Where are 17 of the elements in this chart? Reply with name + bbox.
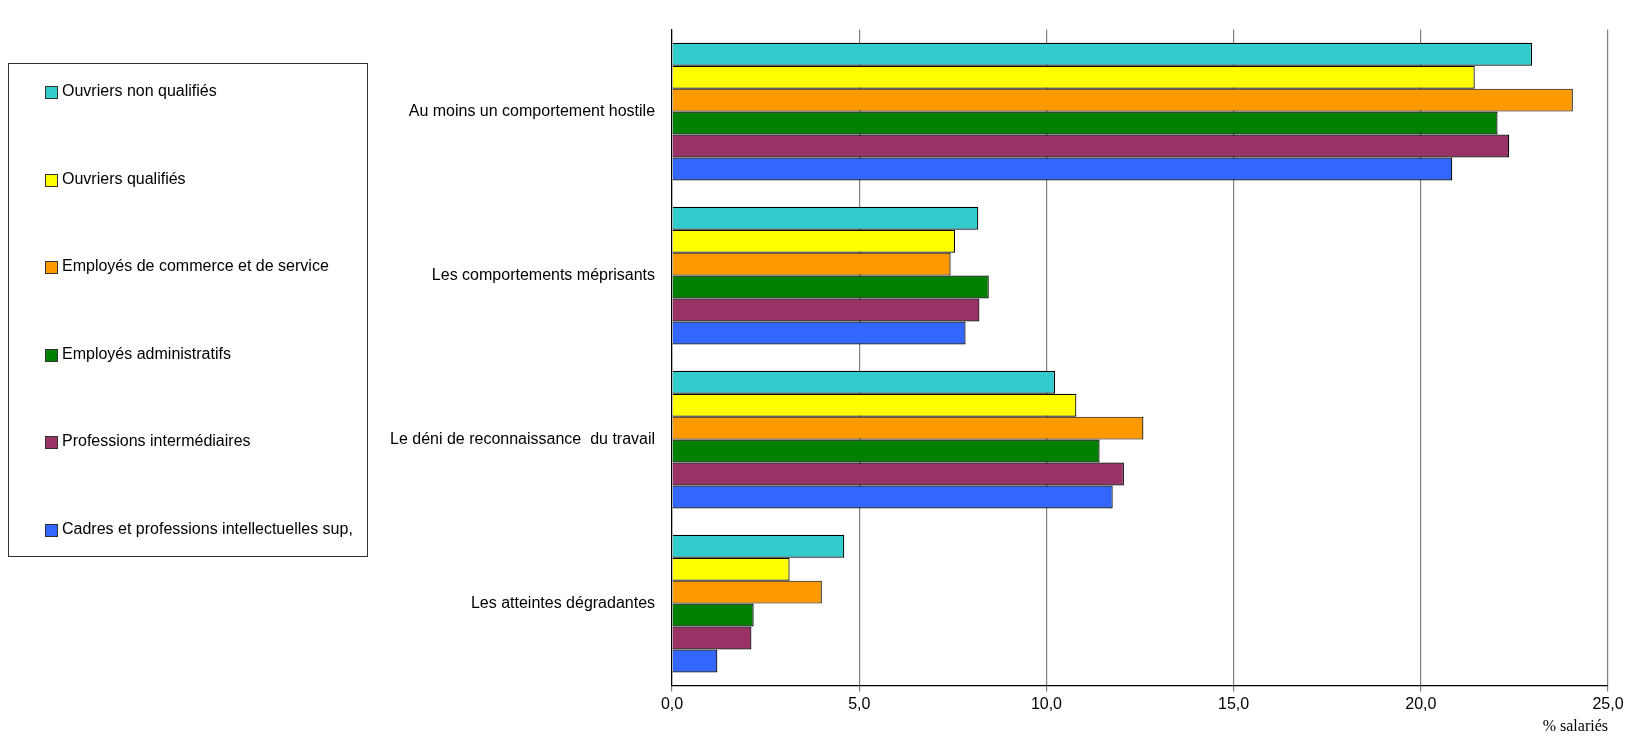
legend-label: Ouvriers non qualifiés xyxy=(62,82,217,100)
y-tick-label: Le déni de reconnaissance du travail xyxy=(390,430,656,448)
x-tick-label: 20,0 xyxy=(1405,694,1437,712)
x-axis-title: % salariés xyxy=(1542,716,1608,734)
legend-label: Cadres et professions intellectuelles sup, xyxy=(62,519,353,538)
y-tick-label: Les comportements méprisants xyxy=(431,266,656,284)
x-tick-label: 25,0 xyxy=(1592,694,1624,712)
legend-label: Professions intermédiaires xyxy=(62,432,251,451)
y-tick-label: Au moins un comportement hostile xyxy=(408,102,656,120)
x-tick-label: 15,0 xyxy=(1218,694,1250,712)
x-tick-label: 0,0 xyxy=(660,694,684,712)
legend-label: Ouvriers qualifiés xyxy=(62,169,186,188)
x-tick-label: 10,0 xyxy=(1030,694,1063,712)
legend-label: Employés de commerce et de service xyxy=(62,257,329,276)
x-tick-label: 5,0 xyxy=(848,694,871,712)
y-tick-label: Les atteintes dégradantes xyxy=(470,594,656,612)
legend-label: Employés administratifs xyxy=(62,344,231,363)
